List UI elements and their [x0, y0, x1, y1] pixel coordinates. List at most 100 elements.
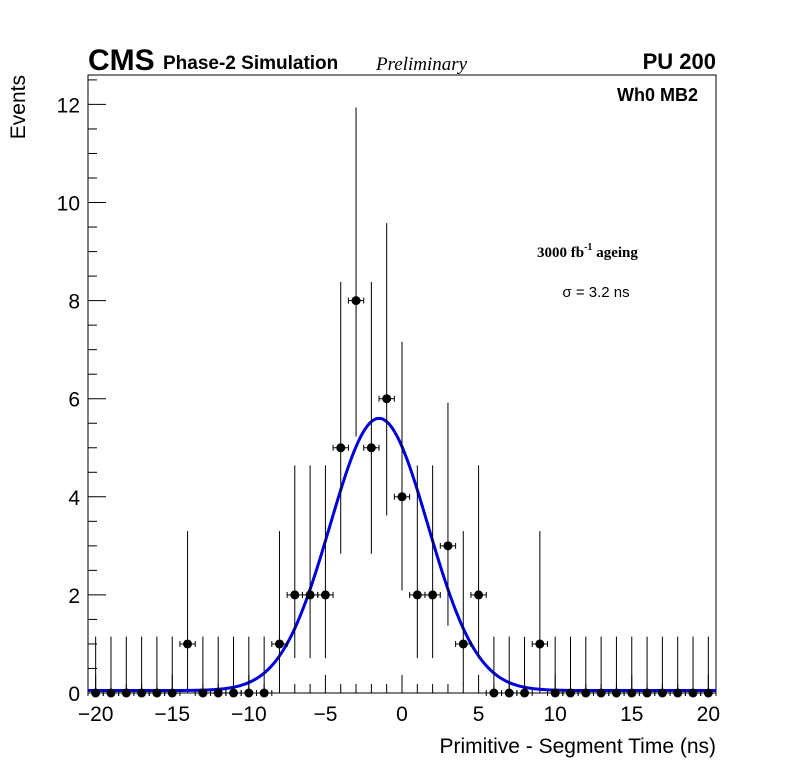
data-marker	[106, 688, 116, 698]
data-point	[148, 636, 166, 698]
x-tick-label: 5	[473, 703, 485, 726]
data-point	[133, 636, 150, 698]
ageing-label: 3000 fb-1 ageing	[537, 242, 638, 261]
data-point	[669, 636, 686, 698]
data-point	[87, 636, 104, 698]
axes: −20 −15 −10 −5 0 5 10 15 20 0 2 4 6 8 10 12	[57, 79, 720, 726]
data-point	[577, 636, 594, 698]
data-point	[118, 636, 135, 698]
data-marker	[474, 590, 484, 600]
data-marker	[596, 688, 606, 698]
points-layer	[87, 107, 717, 698]
x-tick-label: 10	[543, 703, 566, 726]
data-marker	[213, 688, 223, 698]
data-marker	[565, 688, 575, 698]
data-point	[684, 636, 702, 698]
data-marker	[336, 443, 346, 453]
data-marker	[443, 541, 453, 551]
data-marker	[290, 590, 300, 600]
x-tick-label: −10	[231, 703, 267, 726]
data-marker	[366, 443, 376, 453]
y-tick-label: 10	[57, 193, 80, 216]
data-marker	[91, 688, 101, 698]
data-point	[654, 636, 671, 698]
data-point	[240, 636, 257, 698]
x-axis-title: Primitive - Segment Time (ns)	[439, 735, 716, 758]
data-marker	[183, 639, 193, 649]
x-tick-label: −15	[154, 703, 190, 726]
data-point	[424, 465, 441, 659]
y-tick-label: 0	[68, 683, 80, 706]
data-point	[347, 107, 365, 437]
data-point	[301, 465, 319, 659]
data-marker	[320, 590, 330, 600]
y-tick-label: 8	[68, 291, 80, 314]
data-marker	[382, 394, 392, 404]
data-marker	[397, 492, 407, 502]
data-marker	[412, 590, 422, 600]
data-marker	[703, 688, 713, 698]
data-marker	[673, 688, 683, 698]
data-point	[547, 636, 564, 698]
y-tick-label: 2	[68, 585, 80, 608]
data-point	[255, 636, 273, 698]
data-marker	[198, 688, 208, 698]
data-point	[470, 465, 487, 659]
data-point	[562, 636, 579, 698]
data-point	[363, 281, 380, 554]
y-axis-title: Events	[7, 75, 30, 139]
data-point	[332, 281, 349, 554]
data-point	[623, 636, 640, 698]
simulation-label: Phase-2 Simulation	[163, 53, 338, 74]
ageing-suffix: ageing	[592, 245, 638, 261]
data-marker	[520, 688, 530, 698]
data-point	[378, 223, 395, 516]
data-point	[409, 465, 426, 659]
data-marker	[642, 688, 652, 698]
data-point	[516, 636, 533, 698]
data-point	[501, 636, 518, 698]
data-marker	[611, 688, 621, 698]
pileup-label: PU 200	[643, 49, 716, 74]
data-marker	[458, 639, 468, 649]
data-marker	[550, 688, 560, 698]
sigma-label: σ = 3.2 ns	[562, 284, 629, 301]
x-tick-label: −20	[78, 703, 114, 726]
data-marker	[688, 688, 698, 698]
data-marker	[581, 688, 591, 698]
data-point	[455, 531, 472, 685]
preliminary-label: Preliminary	[375, 54, 468, 75]
data-marker	[152, 688, 162, 698]
cms-label: CMS	[88, 44, 155, 77]
ageing-exponent: -1	[584, 242, 592, 253]
data-point	[531, 531, 549, 685]
data-marker	[428, 590, 438, 600]
data-marker	[259, 688, 269, 698]
data-point	[286, 465, 303, 659]
data-marker	[489, 688, 499, 698]
data-point	[638, 636, 656, 698]
x-tick-label: −5	[313, 703, 337, 726]
data-point	[164, 636, 181, 698]
y-tick-label: 12	[57, 94, 80, 117]
data-point	[393, 341, 411, 591]
data-marker	[351, 296, 361, 306]
data-marker	[229, 688, 239, 698]
data-marker	[121, 688, 131, 698]
x-tick-label: 0	[396, 703, 408, 726]
data-point	[210, 636, 227, 698]
data-point	[439, 402, 457, 626]
data-marker	[274, 639, 284, 649]
data-point	[317, 465, 334, 659]
data-point	[194, 636, 212, 698]
data-point	[179, 531, 196, 685]
y-tick-label: 4	[68, 487, 80, 510]
data-marker	[137, 688, 147, 698]
data-marker	[657, 688, 667, 698]
data-point	[271, 531, 288, 685]
y-tick-label: 6	[68, 389, 80, 412]
data-marker	[504, 688, 514, 698]
data-point	[102, 636, 120, 698]
data-marker	[244, 688, 254, 698]
